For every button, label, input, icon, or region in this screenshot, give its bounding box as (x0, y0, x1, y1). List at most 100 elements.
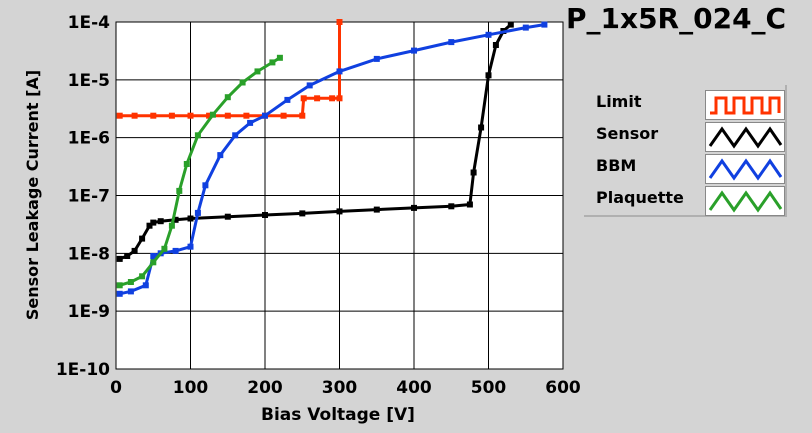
legend: Limit Sensor BBM Plaquette (584, 85, 787, 217)
y-tick-label: 1E-10 (56, 360, 110, 380)
series-plaquette (116, 54, 283, 289)
data-point-bbm (116, 290, 123, 297)
data-point-bbm (172, 247, 179, 254)
x-tick-label: 400 (396, 378, 432, 398)
data-point-bbm (336, 68, 343, 75)
data-point-plaquette (116, 282, 123, 289)
series-group (116, 19, 548, 297)
data-point-limit (329, 95, 336, 102)
y-tick-label: 1E-4 (68, 13, 110, 33)
data-point-limit (168, 112, 175, 119)
y-tick-label: 1E-7 (68, 187, 110, 207)
x-tick-labels: 0 100 200 300 400 500 600 (110, 378, 581, 398)
data-point-limit (336, 95, 343, 102)
data-point-plaquette (168, 222, 175, 229)
series-limit (116, 19, 343, 119)
x-axis-label: Bias Voltage [V] (261, 405, 415, 425)
data-point-plaquette (176, 187, 183, 194)
x-tick-label: 200 (247, 378, 283, 398)
data-point-sensor (157, 218, 164, 225)
series-sensor (116, 21, 514, 262)
grid-lines (115, 21, 564, 370)
data-point-bbm (411, 47, 417, 54)
legend-item-sensor[interactable]: Sensor (584, 119, 785, 152)
data-point-limit (206, 112, 213, 119)
data-point-limit (224, 112, 231, 119)
data-point-limit (314, 95, 321, 102)
data-point-bbm (541, 21, 548, 28)
x-tick-label: 500 (471, 378, 507, 398)
data-point-bbm (262, 112, 268, 119)
data-point-bbm (127, 288, 134, 295)
data-point-sensor (373, 206, 380, 213)
data-point-plaquette (150, 259, 157, 266)
data-point-sensor (466, 201, 473, 208)
y-tick-label: 1E-9 (68, 302, 110, 322)
data-point-limit (243, 112, 250, 119)
legend-swatch-plaquette (705, 186, 785, 216)
data-point-limit (116, 112, 123, 119)
data-point-sensor (139, 235, 146, 242)
data-point-sensor (146, 222, 153, 229)
x-tick-label: 100 (173, 378, 209, 398)
data-point-limit (131, 112, 138, 119)
data-point-limit (280, 112, 287, 119)
legend-item-limit[interactable]: Limit (584, 87, 785, 120)
data-point-limit (336, 19, 343, 25)
data-point-sensor (116, 255, 123, 262)
data-point-plaquette (254, 68, 261, 75)
data-point-plaquette (183, 161, 190, 167)
x-tick-label: 600 (545, 378, 581, 398)
data-point-plaquette (224, 94, 231, 101)
legend-item-bbm[interactable]: BBM (584, 151, 785, 184)
data-point-sensor (124, 253, 131, 259)
data-point-plaquette (276, 54, 283, 61)
data-point-sensor (470, 169, 477, 176)
data-point-bbm (142, 282, 149, 289)
data-point-bbm (306, 82, 313, 89)
legend-item-plaquette[interactable]: Plaquette (584, 183, 785, 216)
data-point-sensor (150, 219, 157, 226)
chart-title: P_1x5R_024_C (566, 2, 787, 35)
y-tick-labels: 1E-10 1E-9 1E-8 1E-7 1E-6 1E-5 1E-4 (56, 13, 110, 380)
data-point-limit (150, 112, 157, 119)
series-line-bbm (119, 23, 545, 296)
legend-label: BBM (596, 156, 637, 175)
data-point-plaquette (239, 79, 246, 86)
data-point-bbm (373, 55, 380, 62)
y-tick-label: 1E-5 (68, 71, 110, 91)
legend-label: Sensor (596, 124, 659, 143)
y-axis-label: Sensor Leakage Current [A] (23, 70, 42, 320)
data-point-limit (187, 112, 194, 119)
data-point-bbm (448, 39, 455, 46)
data-point-sensor (485, 72, 492, 79)
series-bbm (116, 21, 548, 297)
legend-label: Plaquette (596, 188, 684, 207)
data-point-limit (299, 112, 306, 119)
data-point-sensor (448, 203, 455, 210)
y-tick-label: 1E-8 (68, 244, 110, 264)
data-point-sensor (411, 204, 417, 211)
y-tick-label: 1E-6 (68, 129, 110, 149)
data-point-bbm (202, 182, 209, 189)
data-point-bbm (485, 31, 492, 38)
data-point-bbm (187, 243, 194, 250)
data-point-sensor (478, 124, 485, 131)
data-point-bbm (217, 152, 224, 159)
data-point-limit (300, 95, 307, 102)
data-point-sensor (172, 216, 179, 223)
data-point-bbm (522, 24, 529, 31)
x-tick-label: 0 (110, 378, 122, 398)
legend-label: Limit (596, 92, 642, 111)
data-point-sensor (262, 212, 268, 218)
data-point-plaquette (269, 59, 276, 66)
data-point-plaquette (127, 279, 134, 285)
series-line-limit (119, 22, 341, 118)
legend-swatch-limit (705, 90, 785, 120)
data-point-sensor (492, 42, 499, 48)
data-point-sensor (224, 213, 231, 220)
data-point-sensor (131, 247, 138, 254)
data-point-sensor (507, 21, 514, 28)
legend-swatch-bbm (705, 154, 785, 184)
